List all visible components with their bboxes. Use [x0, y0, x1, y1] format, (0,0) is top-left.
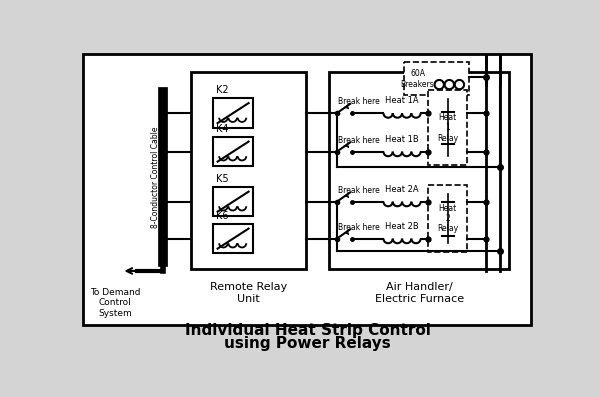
Text: K2: K2	[216, 85, 229, 95]
Text: using Power Relays: using Power Relays	[224, 336, 391, 351]
Text: K5: K5	[216, 174, 229, 184]
Bar	[213, 98, 253, 128]
Text: Heat 2A: Heat 2A	[385, 185, 419, 194]
Text: Heat
1
Relay: Heat 1 Relay	[437, 113, 458, 143]
Text: To Demand
Control
System: To Demand Control System	[90, 288, 140, 318]
Text: Heat 1A: Heat 1A	[385, 96, 419, 105]
Text: Heat 1B: Heat 1B	[385, 135, 419, 144]
Text: Break here: Break here	[338, 223, 380, 232]
Text: Break here: Break here	[338, 136, 380, 145]
Bar	[191, 72, 306, 269]
Bar	[329, 72, 509, 269]
Text: Heat 2B: Heat 2B	[385, 222, 419, 231]
Text: 60A
Breakers: 60A Breakers	[401, 69, 434, 89]
Text: Air Handler/
Electric Furnace: Air Handler/ Electric Furnace	[374, 283, 464, 304]
Text: Heat
2
Relay: Heat 2 Relay	[437, 204, 458, 233]
Text: Remote Relay
Unit: Remote Relay Unit	[210, 283, 287, 304]
Bar	[428, 185, 467, 252]
Text: Individual Heat Strip Control: Individual Heat Strip Control	[185, 323, 430, 338]
Bar	[213, 224, 253, 253]
Text: K6: K6	[216, 211, 229, 221]
Text: Break here: Break here	[338, 186, 380, 195]
Bar	[213, 137, 253, 166]
Text: K4: K4	[216, 124, 229, 134]
Bar	[404, 62, 469, 95]
Bar	[428, 90, 467, 166]
Bar	[213, 187, 253, 216]
Text: 8-Conductor Control Cable: 8-Conductor Control Cable	[151, 126, 160, 228]
Bar	[83, 54, 531, 325]
Text: Break here: Break here	[338, 97, 380, 106]
